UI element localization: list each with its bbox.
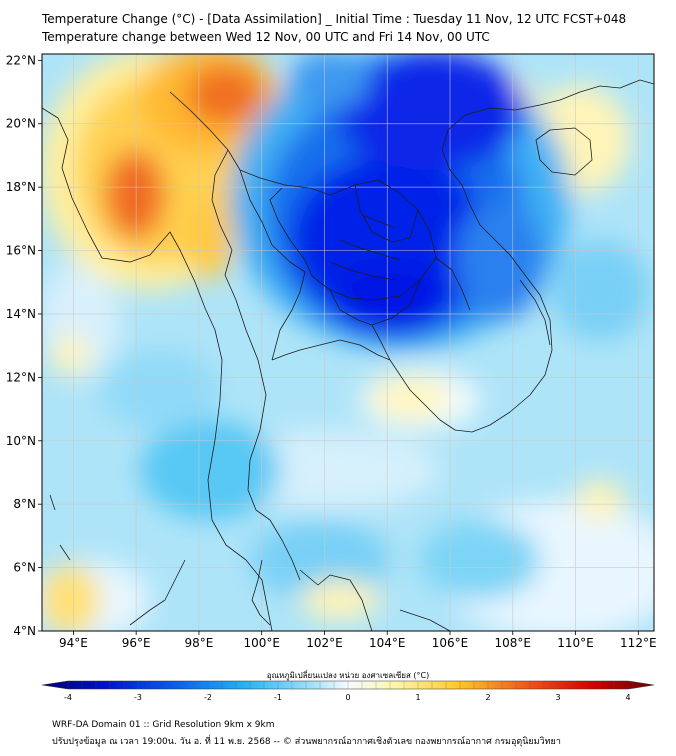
latitude-label: 14°N (6, 307, 36, 321)
colorbar-tick-label: 1 (415, 693, 420, 702)
longitude-label: 104°E (369, 636, 406, 650)
colorbar-tick-label: -2 (204, 693, 212, 702)
latitude-label: 6°N (13, 561, 36, 575)
latitude-label: 16°N (6, 244, 36, 258)
longitude-label: 102°E (306, 636, 343, 650)
temperature-field (42, 54, 654, 631)
colorbar-tick-label: 3 (555, 693, 560, 702)
latitude-label: 8°N (13, 497, 36, 511)
footer-update-credit: ปรับปรุงข้อมูล ณ เวลา 19:00น. วัน อ. ที่… (52, 737, 561, 747)
longitude-label: 94°E (59, 636, 88, 650)
longitude-label: 108°E (495, 636, 532, 650)
map-title-line-1: Temperature Change (°C) - [Data Assimila… (42, 12, 627, 26)
colorbar-tick-label: 0 (345, 693, 350, 702)
colorbar-tick-label: -3 (134, 693, 142, 702)
footer-model-info: WRF-DA Domain 01 :: Grid Resolution 9km … (52, 720, 275, 730)
longitude-label: 98°E (184, 636, 213, 650)
colorbar-tick-label: 2 (485, 693, 490, 702)
latitude-label: 18°N (6, 180, 36, 194)
colorbar-tick-label: -4 (64, 693, 72, 702)
colorbar-tick-label: 4 (625, 693, 630, 702)
longitude-label: 106°E (432, 636, 469, 650)
map-frame (41, 53, 655, 632)
latitude-label: 20°N (6, 117, 36, 131)
longitude-label: 112°E (620, 636, 657, 650)
longitude-label: 110°E (557, 636, 594, 650)
longitude-label: 96°E (122, 636, 151, 650)
graticule (42, 54, 654, 631)
latitude-label: 22°N (6, 53, 36, 67)
longitude-axis: 94°E 96°E 98°E 100°E 102°E 104°E 106°E 108°E 110… (59, 631, 657, 650)
coastlines-and-borders (42, 79, 654, 631)
colorbar-label: อุณหภูมิเปลี่ยนแปลง หน่วย องศาเซลเซียส (… (267, 669, 429, 681)
latitude-label: 12°N (6, 370, 36, 384)
colorbar-tick-label: -1 (274, 693, 282, 702)
longitude-label: 100°E (243, 636, 280, 650)
latitude-label: 4°N (13, 624, 36, 638)
map-title-line-2: Temperature change between Wed 12 Nov, 0… (42, 30, 490, 44)
colorbar: อุณหภูมิเปลี่ยนแปลง หน่วย องศาเซลเซียส (… (41, 669, 655, 702)
latitude-axis: 22°N 20°N 18°N 16°N 14°N 12°N 10°N 8°N 6°N 4°N (6, 53, 42, 638)
latitude-label: 10°N (6, 434, 36, 448)
